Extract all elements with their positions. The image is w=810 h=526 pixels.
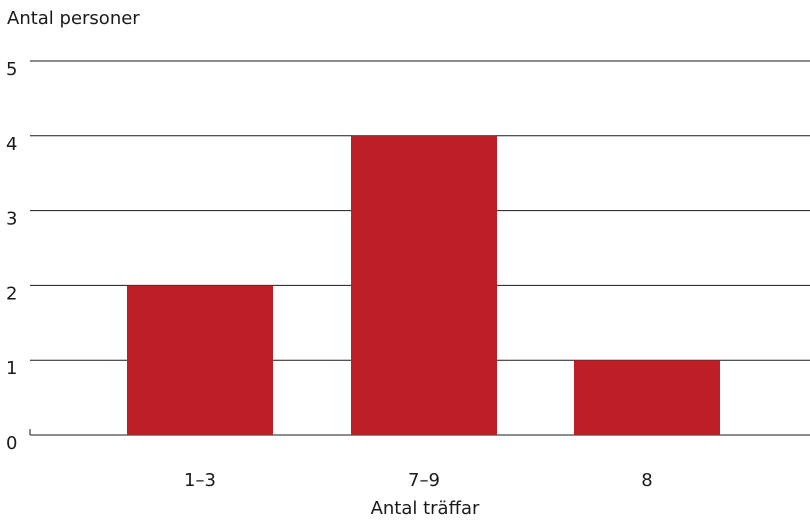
y-tick-label: 3 — [6, 209, 17, 230]
x-tick-label: 8 — [641, 470, 652, 491]
y-tick-label: 4 — [6, 134, 17, 155]
y-axis-label: Antal personer — [7, 8, 140, 29]
y-tick-label: 1 — [6, 358, 17, 379]
bars — [127, 135, 720, 436]
y-tick-label: 5 — [6, 59, 17, 80]
x-tick-label: 1–3 — [184, 470, 216, 491]
y-tick-labels: 0 1 2 3 4 5 — [6, 59, 17, 454]
bar — [574, 360, 720, 435]
x-tick-labels: 1–3 7–9 8 — [184, 470, 653, 491]
y-tick-label: 2 — [6, 283, 17, 304]
x-tick-label: 7–9 — [408, 470, 440, 491]
y-tick-label: 0 — [6, 433, 17, 454]
bar — [351, 135, 497, 436]
x-axis-label: Antal träffar — [371, 498, 480, 519]
bar — [127, 285, 273, 435]
